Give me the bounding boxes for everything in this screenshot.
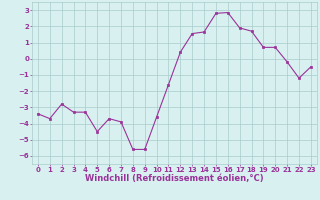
X-axis label: Windchill (Refroidissement éolien,°C): Windchill (Refroidissement éolien,°C) — [85, 174, 264, 183]
